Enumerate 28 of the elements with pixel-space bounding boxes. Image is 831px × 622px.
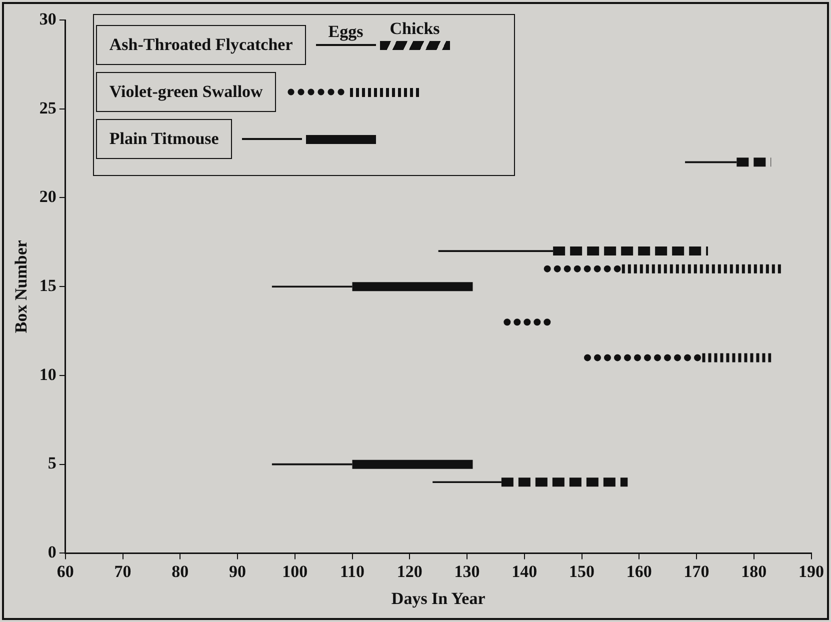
legend-label: Plain Titmouse <box>96 119 232 159</box>
x-tick-label: 110 <box>340 562 365 581</box>
x-tick-label: 170 <box>684 562 710 581</box>
annotation: Chicks <box>390 18 440 38</box>
x-tick-label: 160 <box>626 562 652 581</box>
y-tick-label: 25 <box>39 98 56 118</box>
y-tick-label: 15 <box>39 276 56 295</box>
x-tick-label: 120 <box>396 562 422 581</box>
x-tick-label: 70 <box>114 562 132 581</box>
x-tick-label: 130 <box>454 562 480 581</box>
x-tick-label: 190 <box>798 562 824 581</box>
x-tick-label: 140 <box>512 562 538 581</box>
x-tick-label: 60 <box>56 562 74 581</box>
annotation: Eggs <box>328 22 364 42</box>
legend-label: Ash-Throated Flycatcher <box>96 25 306 65</box>
x-tick-label: 100 <box>282 562 308 581</box>
y-tick-label: 30 <box>39 9 56 28</box>
x-tick-label: 150 <box>569 562 595 581</box>
y-axis-title: Box Number <box>12 240 31 334</box>
y-tick-label: 20 <box>39 187 56 206</box>
y-tick-label: 0 <box>48 542 56 562</box>
x-axis-title: Days In Year <box>391 589 486 608</box>
legend-label: Violet-green Swallow <box>96 72 276 112</box>
x-tick-label: 90 <box>229 562 246 581</box>
y-tick-label: 10 <box>39 364 56 384</box>
x-tick-label: 80 <box>172 562 189 581</box>
x-tick-label: 180 <box>741 562 767 581</box>
y-tick-label: 5 <box>48 454 56 473</box>
